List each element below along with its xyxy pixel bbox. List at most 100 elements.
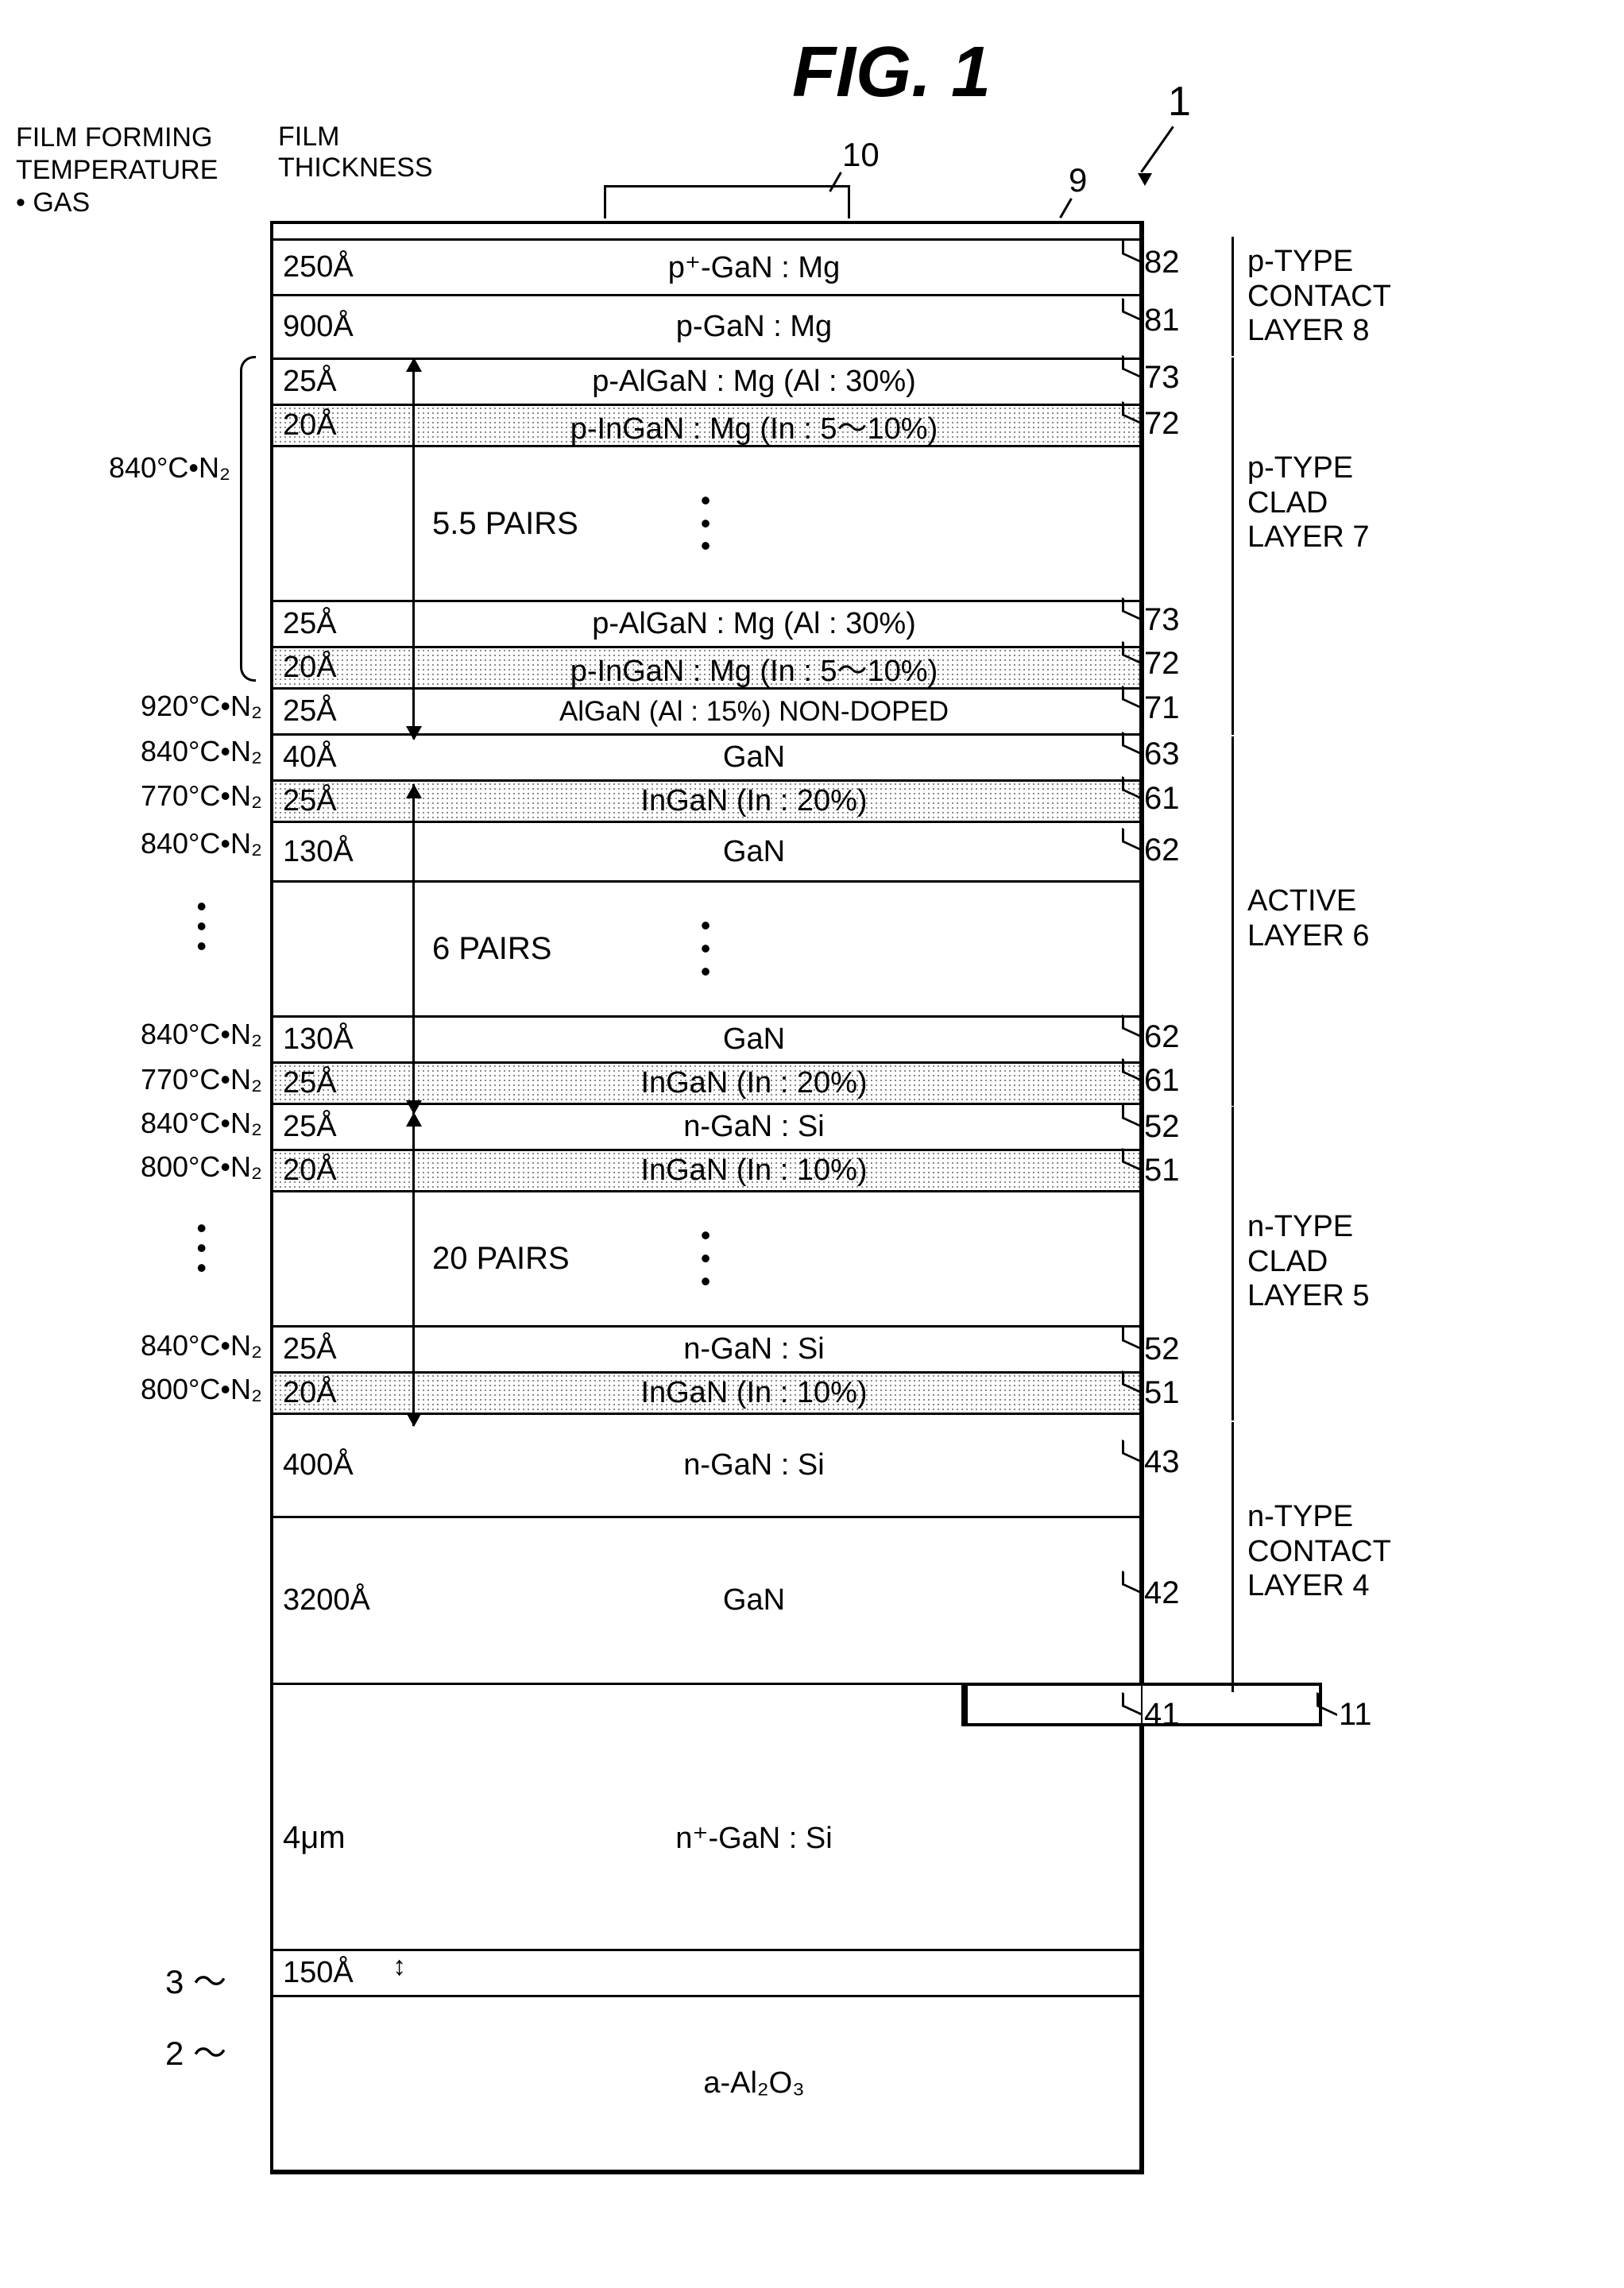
group-8: p-TYPE CONTACT LAYER 8 bbox=[1247, 245, 1391, 349]
mat-61b: InGaN (In : 20%) bbox=[400, 1066, 1139, 1100]
ref-63: 63 bbox=[1144, 736, 1180, 772]
layer-61b: 25Å InGaN (In : 20%) bbox=[273, 1061, 1139, 1103]
group-6: ACTIVE LAYER 6 bbox=[1247, 884, 1369, 953]
arrow-p6-up bbox=[406, 784, 422, 798]
ref-71: 71 bbox=[1144, 690, 1180, 726]
layer-stack: 250Å p⁺-GaN : Mg 900Å p-GaN : Mg 25Å p-A… bbox=[270, 221, 1144, 2174]
mat-81: p-GaN : Mg bbox=[400, 310, 1139, 344]
right-column: 82 81 p-TYPE CONTACT LAYER 8 73 72 73 72… bbox=[1144, 122, 1494, 2174]
vdots-6-left: ••• bbox=[196, 896, 207, 957]
layer-51b: 20Å InGaN (In : 10%) bbox=[273, 1371, 1139, 1413]
temp-840-5: 840°C•N₂ bbox=[141, 1107, 262, 1140]
arrow-p5-dn bbox=[406, 1413, 422, 1427]
mat-42: GaN bbox=[400, 1583, 1139, 1617]
mat-51b: InGaN (In : 10%) bbox=[400, 1376, 1139, 1410]
ref-51b: 51 bbox=[1144, 1375, 1180, 1411]
arrow-p6 bbox=[412, 784, 415, 1114]
ref-61b: 61 bbox=[1144, 1063, 1180, 1099]
layer-62b: 130Å GaN bbox=[273, 1015, 1139, 1061]
brace-p7 bbox=[240, 356, 256, 682]
pairs-7: 5.5 PAIRS ••• bbox=[273, 445, 1139, 600]
pairs-7-dots: ••• bbox=[701, 489, 713, 558]
mat-43: n-GaN : Si bbox=[400, 1448, 1139, 1482]
thk-63: 40Å bbox=[273, 740, 400, 775]
gline-5 bbox=[1232, 1107, 1234, 1420]
ref-11: 11 bbox=[1339, 1697, 1372, 1733]
thickness-header: FILM THICKNESS bbox=[278, 122, 433, 184]
gline-7 bbox=[1232, 358, 1234, 735]
spacer-top bbox=[273, 224, 1139, 238]
mat-62a: GaN bbox=[400, 835, 1139, 869]
mat-73a: p-AlGaN : Mg (Al : 30%) bbox=[400, 365, 1139, 399]
temp-800-2: 800°C•N₂ bbox=[141, 1373, 262, 1406]
layer-72b: 20Å p-InGaN : Mg (In : 5～10%) bbox=[273, 646, 1139, 687]
mat-72a: p-InGaN : Mg (In : 5～10%) bbox=[400, 404, 1139, 447]
pairs-5-dots: ••• bbox=[701, 1224, 713, 1293]
ref-72b: 72 bbox=[1144, 646, 1180, 682]
layer-82: 250Å p⁺-GaN : Mg bbox=[273, 238, 1139, 294]
ref-43: 43 bbox=[1144, 1444, 1180, 1480]
thk-62b: 130Å bbox=[273, 1022, 400, 1057]
ref-82: 82 bbox=[1144, 245, 1180, 280]
figure-title: FIG. 1 bbox=[175, 32, 1608, 114]
layer-72a: 20Å p-InGaN : Mg (In : 5～10%) bbox=[273, 404, 1139, 445]
pairs-5-label: 20 PAIRS bbox=[432, 1241, 570, 1277]
ref-81: 81 bbox=[1144, 303, 1180, 338]
temp-920: 920°C•N₂ bbox=[141, 690, 262, 723]
thk-61b: 25Å bbox=[273, 1066, 400, 1100]
thk-73b: 25Å bbox=[273, 607, 400, 641]
thk-62a: 130Å bbox=[273, 835, 400, 869]
pairs-6: 6 PAIRS ••• bbox=[273, 880, 1139, 1015]
gline-4 bbox=[1232, 1422, 1234, 1692]
mat-61a: InGaN (In : 20%) bbox=[400, 784, 1139, 818]
layer-41: 4μm n⁺-GaN : Si bbox=[273, 1726, 1139, 1949]
mat-63: GaN bbox=[400, 740, 1139, 775]
thk-52a: 25Å bbox=[273, 1110, 400, 1144]
diagram-container: FILM FORMING TEMPERATURE • GAS 840°C•N₂ … bbox=[16, 122, 1608, 2174]
temp-840-1: 840°C•N₂ bbox=[109, 451, 230, 485]
temp-800-1: 800°C•N₂ bbox=[141, 1150, 262, 1184]
ref-41: 41 bbox=[1144, 1697, 1180, 1733]
layer-51a: 20Å InGaN (In : 10%) bbox=[273, 1149, 1139, 1190]
thk-43: 400Å bbox=[273, 1448, 400, 1482]
pairs-7-label: 5.5 PAIRS bbox=[432, 506, 578, 542]
group-7: p-TYPE CLAD LAYER 7 bbox=[1247, 451, 1369, 555]
layer-63: 40Å GaN bbox=[273, 733, 1139, 779]
group-4: n-TYPE CONTACT LAYER 4 bbox=[1247, 1500, 1391, 1604]
mat-71: AlGaN (Al : 15%) NON-DOPED bbox=[400, 696, 1139, 728]
left-column: FILM FORMING TEMPERATURE • GAS 840°C•N₂ … bbox=[16, 122, 270, 2174]
gline-6 bbox=[1232, 736, 1234, 1106]
thk-41: 4μm bbox=[273, 1820, 400, 1856]
arrow-3: ↕ bbox=[392, 1951, 406, 1982]
temp-770-1: 770°C•N₂ bbox=[141, 779, 262, 813]
temp-840-6: 840°C•N₂ bbox=[141, 1329, 262, 1362]
arrow-p5 bbox=[412, 1112, 415, 1426]
layer-2-substrate: a-Al₂O₃ bbox=[273, 1995, 1139, 2170]
layer-61a: 25Å InGaN (In : 20%) bbox=[273, 779, 1139, 821]
layer-42: 3200Å GaN bbox=[273, 1516, 1139, 1683]
thk-3: 150Å bbox=[273, 1956, 400, 1990]
ref-10: 10 bbox=[842, 136, 880, 174]
temp-840-2: 840°C•N₂ bbox=[141, 735, 262, 768]
ref-42: 42 bbox=[1144, 1575, 1180, 1611]
layer-52b: 25Å n-GaN : Si bbox=[273, 1325, 1139, 1371]
mat-72b: p-InGaN : Mg (In : 5～10%) bbox=[400, 646, 1139, 690]
ref-73b: 73 bbox=[1144, 602, 1180, 638]
ref-62a: 62 bbox=[1144, 833, 1180, 868]
thk-73a: 25Å bbox=[273, 365, 400, 399]
arrow-p7 bbox=[412, 358, 415, 739]
thk-72a: 20Å bbox=[273, 408, 400, 443]
ref-62b: 62 bbox=[1144, 1019, 1180, 1055]
temp-840-3: 840°C•N₂ bbox=[141, 827, 262, 860]
thk-42: 3200Å bbox=[273, 1583, 400, 1617]
arrow-p5-up bbox=[406, 1112, 422, 1127]
temp-840-4: 840°C•N₂ bbox=[141, 1018, 262, 1051]
thk-51a: 20Å bbox=[273, 1154, 400, 1188]
thk-82: 250Å bbox=[273, 250, 400, 284]
vdots-5-left: ••• bbox=[196, 1218, 207, 1278]
mat-52b: n-GaN : Si bbox=[400, 1332, 1139, 1366]
electrode-10 bbox=[604, 185, 850, 218]
arrow-p7-dn bbox=[406, 726, 422, 740]
ref-52b: 52 bbox=[1144, 1331, 1180, 1367]
thk-81: 900Å bbox=[273, 310, 400, 344]
